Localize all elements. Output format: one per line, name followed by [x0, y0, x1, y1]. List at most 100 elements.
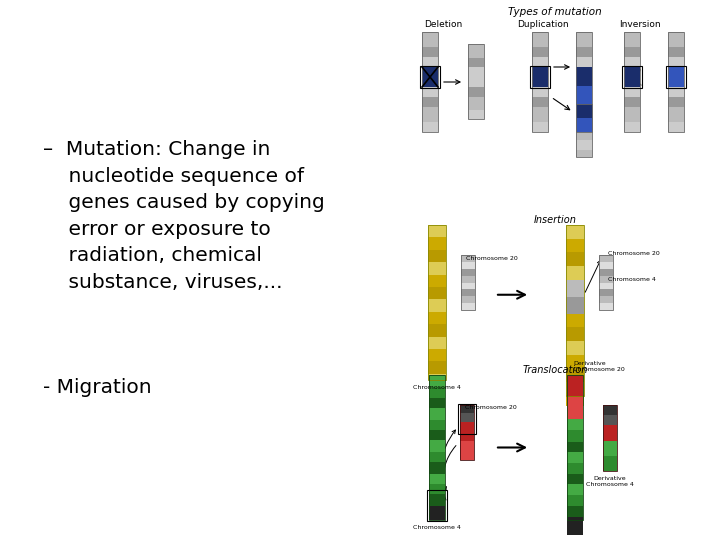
Bar — [468, 97, 484, 110]
Bar — [603, 405, 617, 471]
Bar — [429, 408, 445, 420]
Bar — [532, 32, 548, 47]
Bar — [428, 374, 446, 380]
Bar — [599, 282, 613, 289]
Text: –  Mutation: Change in
    nucleotide sequence of
    genes caused by copying
  : – Mutation: Change in nucleotide sequenc… — [43, 140, 325, 292]
Text: Chromosome 4: Chromosome 4 — [413, 385, 461, 390]
Bar — [461, 255, 475, 310]
Bar — [428, 275, 446, 287]
Bar — [422, 107, 438, 122]
Bar — [420, 66, 440, 88]
Bar — [429, 452, 445, 462]
Text: Chromosome 4: Chromosome 4 — [413, 525, 461, 530]
Bar — [567, 418, 583, 430]
Bar — [576, 150, 592, 157]
Bar — [428, 312, 446, 324]
Bar — [422, 32, 438, 132]
Bar — [461, 262, 475, 269]
Bar — [576, 118, 592, 132]
Bar — [429, 440, 445, 452]
Bar — [461, 289, 475, 296]
Bar — [624, 122, 640, 132]
Bar — [422, 122, 438, 132]
Bar — [567, 430, 583, 442]
Bar — [532, 47, 548, 57]
Bar — [468, 77, 484, 87]
Bar — [603, 415, 617, 425]
Bar — [668, 87, 684, 97]
Bar — [532, 97, 548, 107]
Bar — [532, 87, 548, 97]
Bar — [624, 32, 640, 47]
Bar — [567, 517, 583, 535]
Bar — [458, 404, 476, 434]
Bar — [567, 375, 583, 520]
Bar — [567, 375, 583, 397]
Text: Translocation: Translocation — [522, 365, 588, 375]
Bar — [429, 494, 445, 505]
Text: Chromosome 20: Chromosome 20 — [608, 251, 660, 256]
Bar — [624, 87, 640, 97]
Bar — [429, 420, 445, 430]
Bar — [461, 269, 475, 275]
Bar — [428, 225, 446, 238]
Bar — [599, 255, 613, 262]
Bar — [429, 474, 445, 484]
Bar — [566, 368, 584, 382]
Bar — [566, 239, 584, 252]
Bar — [567, 505, 583, 517]
Bar — [461, 255, 475, 262]
Bar — [468, 87, 484, 97]
Bar — [603, 425, 617, 441]
Bar — [576, 32, 592, 157]
Bar — [468, 57, 484, 68]
Bar — [429, 398, 445, 408]
Bar — [428, 299, 446, 312]
Bar — [429, 375, 445, 520]
Bar — [429, 430, 445, 440]
Bar — [428, 225, 446, 380]
Bar — [468, 68, 484, 77]
Bar — [566, 296, 584, 314]
Bar — [599, 269, 613, 275]
Bar — [566, 327, 584, 341]
Bar — [428, 287, 446, 299]
Bar — [599, 275, 613, 282]
Bar — [460, 405, 474, 460]
Bar — [668, 97, 684, 107]
Bar — [576, 47, 592, 57]
Bar — [566, 225, 584, 239]
Bar — [461, 296, 475, 303]
Bar — [566, 395, 584, 406]
Bar — [576, 67, 592, 86]
Bar — [566, 280, 584, 296]
Bar — [666, 66, 686, 88]
Bar — [567, 495, 583, 505]
Bar — [422, 87, 438, 97]
Bar — [576, 139, 592, 150]
Bar — [576, 114, 592, 125]
Bar — [567, 452, 583, 463]
Bar — [422, 32, 438, 47]
Text: Chromosome 4: Chromosome 4 — [608, 277, 656, 282]
Bar — [422, 57, 438, 67]
Bar — [622, 66, 642, 88]
Bar — [668, 47, 684, 57]
Bar — [668, 32, 684, 47]
Bar — [603, 456, 617, 471]
Bar — [532, 107, 548, 122]
Bar — [567, 442, 583, 452]
Bar — [576, 125, 592, 139]
Bar — [428, 361, 446, 374]
Bar — [461, 275, 475, 282]
Bar — [566, 266, 584, 280]
Bar — [566, 314, 584, 327]
Text: Chromosome 20: Chromosome 20 — [466, 256, 518, 261]
Bar — [461, 282, 475, 289]
Text: Types of mutation: Types of mutation — [508, 7, 602, 17]
Text: Derivative
Chromosome 20: Derivative Chromosome 20 — [573, 361, 625, 372]
Bar — [468, 44, 484, 57]
Bar — [603, 441, 617, 456]
Bar — [532, 57, 548, 67]
Bar — [603, 405, 617, 415]
